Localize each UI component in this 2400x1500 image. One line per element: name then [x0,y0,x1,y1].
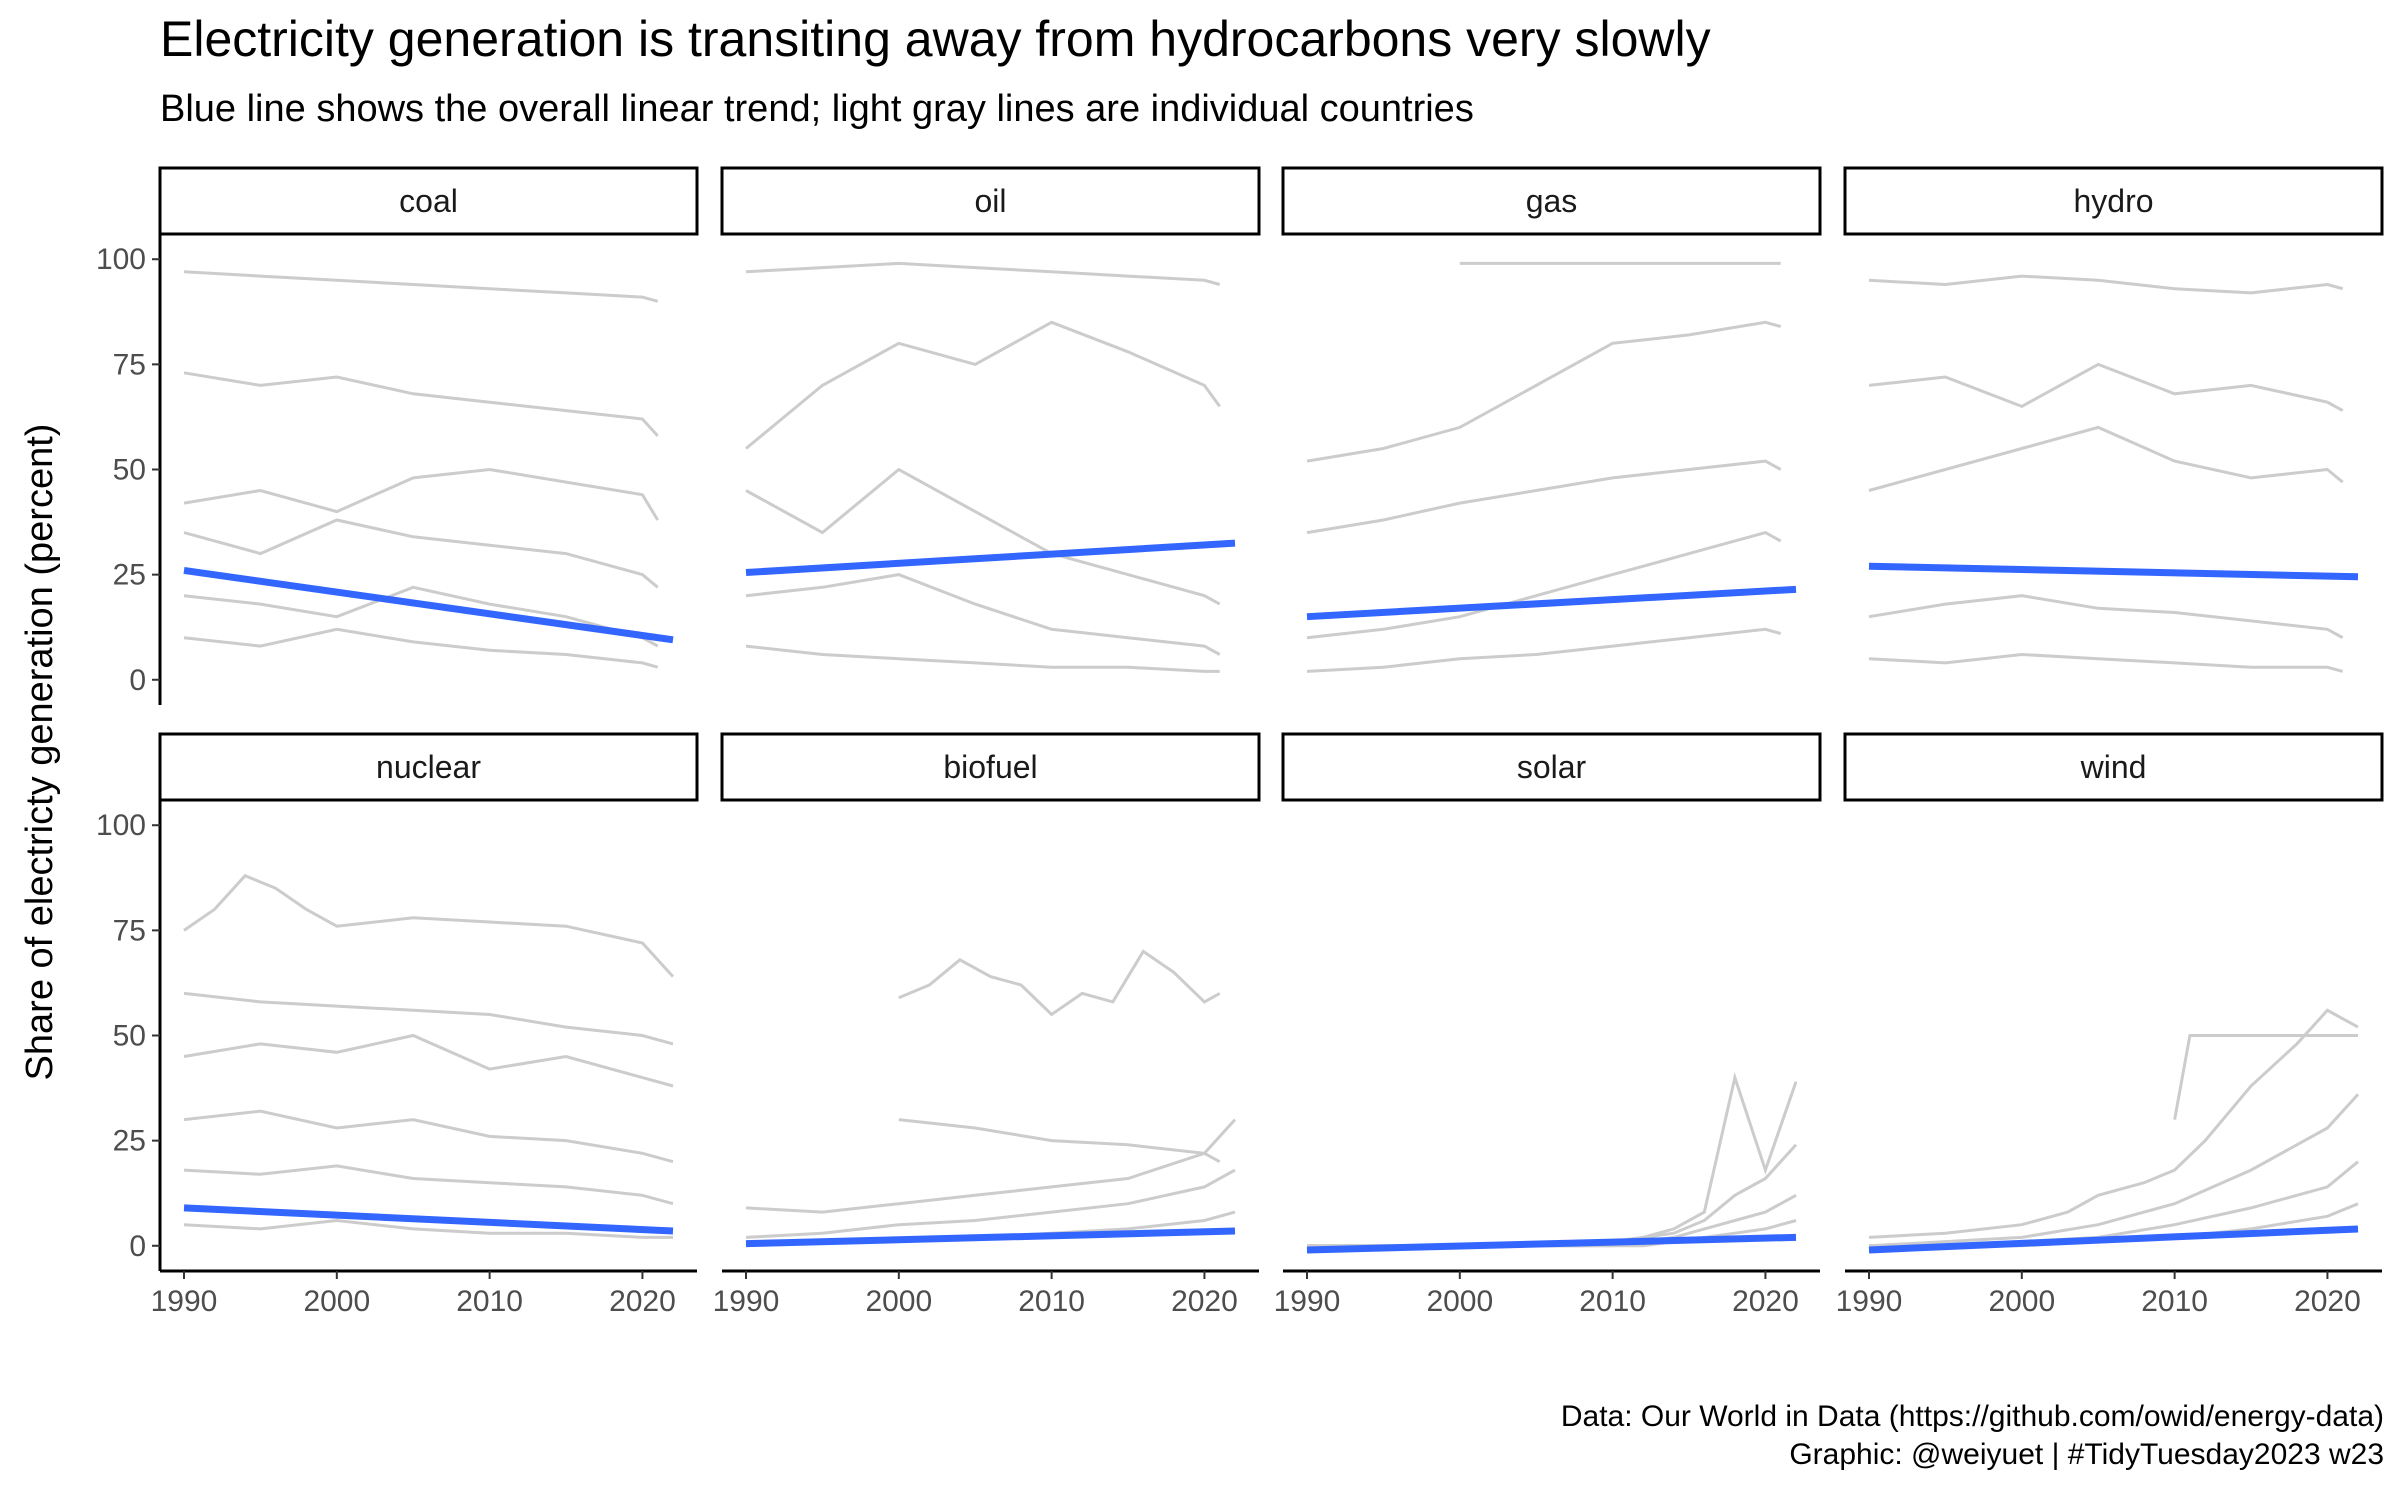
country-line-wind-3 [1868,1093,2360,1248]
country-line-biofuel-2 [898,1118,1221,1164]
country-line-nuclear-6 [183,1218,673,1239]
y-tick-label: 50 [113,1020,146,1053]
facet-strip-hydro [1843,166,2384,236]
y-tick-label: 100 [96,809,146,842]
x-tick-label: 2020 [2294,1285,2361,1318]
facet-label-gas: gas [1526,183,1578,219]
country-line-hydro-3 [1868,425,2344,492]
country-line-hydro-4 [1868,594,2344,640]
x-tick-label: 1990 [1836,1285,1903,1318]
facet-strip-biofuel [720,732,1261,802]
y-tick-label: 0 [129,664,146,697]
country-line-wind-1 [2173,1034,2358,1120]
country-line-oil-3 [745,467,1221,606]
country-line-hydro-1 [1868,274,2344,295]
country-line-oil-4 [745,573,1221,656]
country-line-wind-2 [1868,1008,2359,1239]
country-line-coal-4 [183,518,659,589]
x-tick-label: 2010 [1018,1285,1085,1318]
country-line-gas-4 [1306,530,1782,640]
y-tick-label: 75 [113,914,146,947]
country-line-hydro-2 [1868,362,2344,412]
facet-strip-coal [158,166,699,236]
chart-title: Electricity generation is transiting awa… [160,11,1711,67]
country-line-biofuel-1 [898,949,1221,1017]
country-line-gas-3 [1306,459,1782,535]
x-tick-label: 2000 [865,1285,932,1318]
facet-strip-gas [1281,166,1822,236]
x-tick-label: 2000 [1988,1285,2055,1318]
country-line-coal-2 [183,371,659,437]
facet-label-hydro: hydro [2073,183,2153,219]
trend-line-hydro [1868,562,2359,581]
facet-label-coal: coal [399,183,458,219]
x-tick-label: 2020 [1732,1285,1799,1318]
facet-label-nuclear: nuclear [376,749,481,785]
country-line-oil-5 [745,644,1220,673]
country-line-coal-6 [183,627,659,669]
trend-line-oil [745,539,1236,577]
facet-label-oil: oil [974,183,1006,219]
y-tick-label: 50 [113,454,146,487]
x-tick-label: 2000 [303,1285,370,1318]
y-tick-label: 0 [129,1230,146,1263]
y-tick-label: 75 [113,348,146,381]
x-tick-label: 1990 [151,1285,218,1318]
y-tick-label: 100 [96,243,146,276]
country-line-gas-2 [1306,320,1782,463]
country-line-biofuel-3 [745,1118,1237,1214]
country-line-solar-1 [1307,1072,1798,1248]
country-line-nuclear-4 [183,1109,674,1164]
country-line-oil-1 [745,261,1221,286]
x-tick-label: 2020 [1171,1285,1238,1318]
trend-line-biofuel [745,1227,1236,1248]
chart-subtitle: Blue line shows the overall linear trend… [160,88,1474,130]
y-axis-title: Share of electricty generation (percent) [19,424,61,1081]
country-line-coal-3 [183,467,659,521]
x-tick-label: 2010 [1579,1285,1646,1318]
country-line-biofuel-4 [745,1168,1236,1239]
x-tick-label: 2010 [2141,1285,2208,1318]
country-line-coal-1 [183,270,659,303]
trend-line-gas [1306,585,1797,621]
country-line-oil-2 [745,320,1221,450]
facet-strip-wind [1843,732,2384,802]
x-tick-label: 2000 [1426,1285,1493,1318]
country-line-solar-2 [1307,1143,1798,1248]
facet-strip-solar [1281,732,1822,802]
country-line-nuclear-2 [183,991,674,1046]
caption-data-source: Data: Our World in Data (https://github.… [1560,1400,2384,1433]
facet-strip-nuclear [158,732,699,802]
x-tick-label: 2010 [456,1285,523,1318]
trend-line-nuclear [183,1204,674,1235]
x-tick-label: 1990 [713,1285,780,1318]
facet-label-solar: solar [1517,749,1587,785]
caption-graphic-credit: Graphic: @weiyuet | #TidyTuesday2023 w23 [1789,1438,2384,1471]
country-line-nuclear-5 [183,1164,674,1206]
country-line-nuclear-1 [183,873,675,978]
y-tick-label: 25 [113,1125,146,1158]
chart-caption: Data: Our World in Data (https://github.… [1561,1398,2384,1474]
facet-strip-oil [720,166,1261,236]
x-tick-label: 2020 [609,1285,676,1318]
trend-line-wind [1868,1225,2359,1254]
x-tick-label: 1990 [1274,1285,1341,1318]
facet-label-wind: wind [2080,749,2147,785]
country-line-nuclear-3 [183,1033,674,1088]
country-line-hydro-5 [1868,652,2344,673]
trend-line-solar [1306,1233,1797,1254]
country-line-gas-5 [1306,627,1782,673]
facet-label-biofuel: biofuel [943,749,1037,785]
y-tick-label: 25 [113,559,146,592]
country-line-coal-5 [183,585,659,648]
trend-line-coal [183,566,674,644]
